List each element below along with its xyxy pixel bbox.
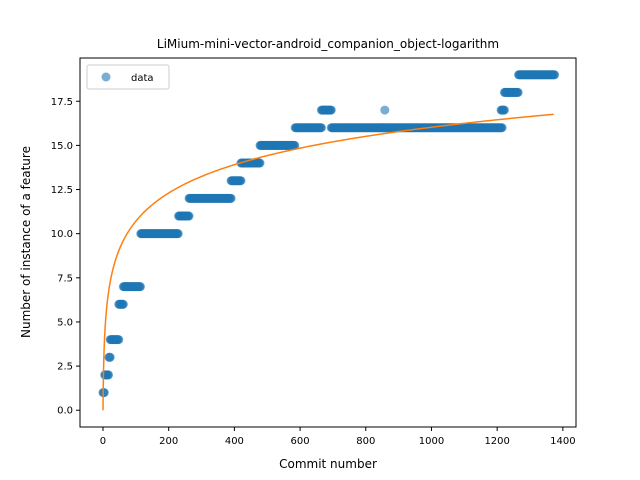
plot-area (79, 57, 577, 428)
y-tick-label: 17.5 (51, 97, 73, 108)
data-point (226, 193, 236, 203)
data-point (290, 140, 300, 150)
data-point (118, 299, 128, 309)
y-axis-label: Number of instance of a feature (19, 146, 33, 338)
data-point (513, 87, 523, 97)
x-tick-label: 400 (225, 436, 244, 447)
data-point (135, 282, 145, 292)
data-point (184, 211, 194, 221)
x-tick-label: 600 (291, 436, 310, 447)
data-point (497, 123, 507, 133)
data-point (380, 105, 390, 115)
legend-box (86, 64, 170, 90)
scatter-layer (98, 70, 560, 398)
x-tick-label: 1000 (419, 436, 444, 447)
data-point (236, 176, 246, 186)
x-tick-label: 1200 (484, 436, 509, 447)
x-tick-label: 0 (100, 436, 106, 447)
y-tick-label: 7.5 (57, 273, 73, 284)
data-point (316, 123, 326, 133)
data-point (255, 158, 265, 168)
y-tick-label: 10.0 (51, 229, 73, 240)
plot-frame (79, 57, 577, 428)
data-point (499, 105, 509, 115)
x-tick-label: 1400 (550, 436, 575, 447)
chart-title: LiMium-mini-vector-android_companion_obj… (157, 37, 499, 51)
x-axis-label: Commit number (279, 457, 377, 471)
legend-marker-data (101, 72, 111, 82)
data-point (114, 335, 124, 345)
y-tick-label: 15.0 (51, 141, 73, 152)
data-point (173, 229, 183, 239)
data-point (326, 105, 336, 115)
data-point (104, 370, 114, 380)
x-axis: 0 200 400 600 800 1000 1200 1400 (100, 427, 576, 447)
data-point (550, 70, 560, 80)
y-tick-label: 2.5 (57, 362, 73, 373)
y-tick-label: 0.0 (57, 406, 73, 417)
data-point (105, 352, 115, 362)
y-tick-label: 12.5 (51, 185, 73, 196)
x-tick-label: 200 (159, 436, 178, 447)
x-tick-label: 800 (356, 436, 375, 447)
legend-label-data: data (131, 73, 154, 84)
y-tick-label: 5.0 (57, 317, 73, 328)
fit-layer (102, 113, 554, 411)
legend: data (86, 64, 170, 90)
fit-line (102, 113, 554, 411)
y-axis: 0.0 2.5 5.0 7.5 10.0 12.5 15.0 17.5 (51, 97, 80, 417)
data-point (99, 388, 109, 398)
